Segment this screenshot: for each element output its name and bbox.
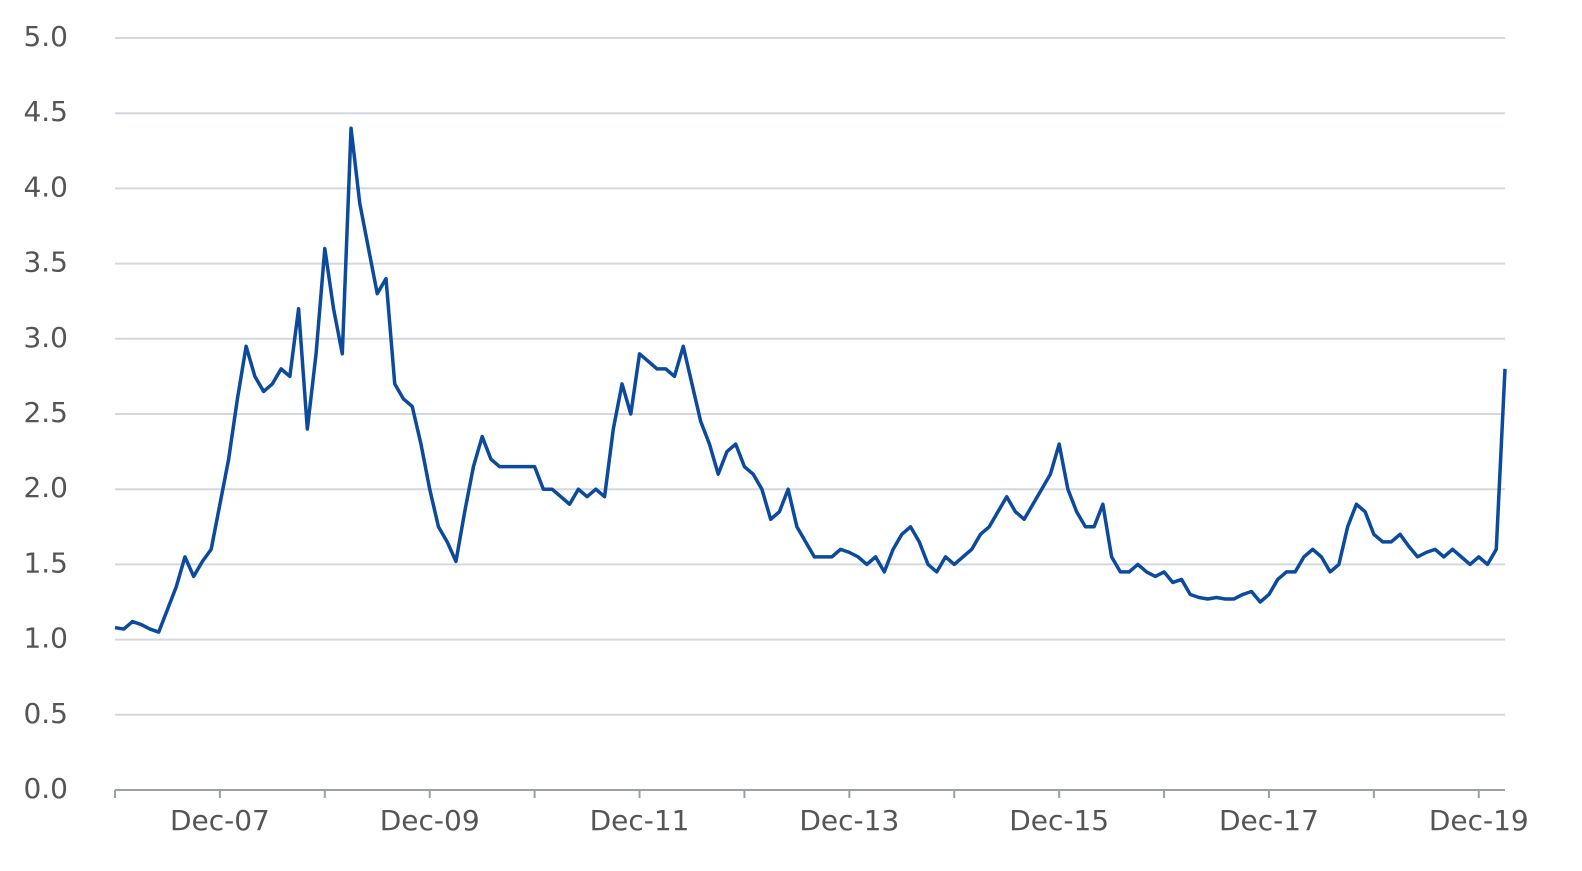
x-tick-label: Dec-11	[590, 804, 690, 837]
y-tick-label: 1.0	[23, 622, 68, 655]
y-tick-label: 3.5	[23, 246, 68, 279]
x-tick-label: Dec-15	[1009, 804, 1109, 837]
y-tick-label: 2.5	[23, 396, 68, 429]
y-tick-label: 4.0	[23, 170, 68, 203]
y-tick-label: 0.5	[23, 697, 68, 730]
y-tick-label: 2.0	[23, 471, 68, 504]
x-tick-label: Dec-09	[380, 804, 480, 837]
x-tick-label: Dec-13	[799, 804, 899, 837]
y-tick-label: 5.0	[23, 20, 68, 53]
x-tick-label: Dec-17	[1219, 804, 1319, 837]
x-tick-label: Dec-07	[170, 804, 270, 837]
y-tick-label: 3.0	[23, 321, 68, 354]
y-tick-label: 4.5	[23, 95, 68, 128]
x-tick-label: Dec-19	[1429, 804, 1529, 837]
y-tick-label: 1.5	[23, 546, 68, 579]
data-line	[114, 126, 1507, 634]
y-tick-label: 0.0	[23, 772, 68, 805]
